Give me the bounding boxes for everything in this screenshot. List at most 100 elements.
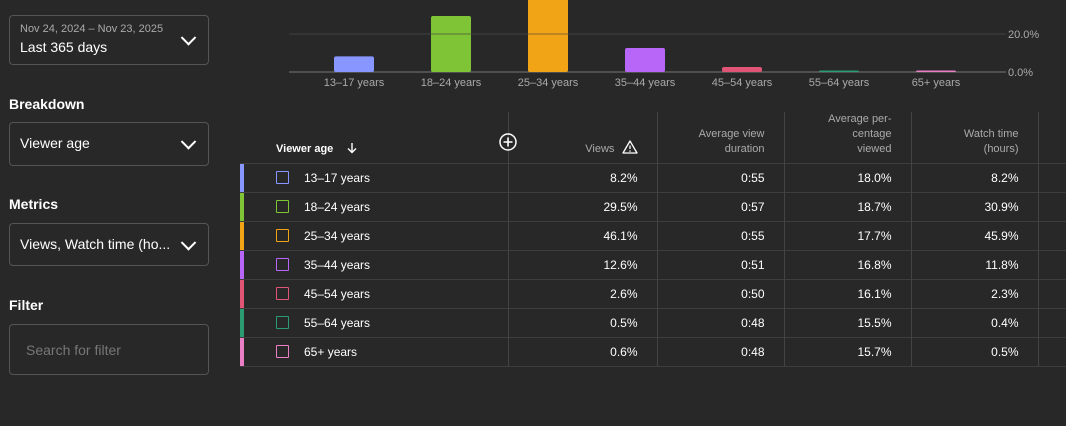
row-checkbox[interactable] bbox=[276, 258, 289, 271]
age-table: Viewer age Views Average view duration bbox=[240, 112, 1066, 367]
avg-view-duration-cell: 0:50 bbox=[656, 279, 784, 309]
bar[interactable] bbox=[528, 0, 568, 72]
warning-icon[interactable] bbox=[621, 140, 638, 154]
sidebar: Nov 24, 2024 – Nov 23, 2025 Last 365 day… bbox=[0, 0, 240, 426]
chevron-down-icon bbox=[180, 134, 197, 150]
table-row[interactable]: 45–54 years 2.6% 0:50 16.1% 2.3% bbox=[240, 279, 1066, 309]
series-color-stripe bbox=[240, 193, 244, 221]
age-label: 65+ years bbox=[304, 345, 358, 359]
y-tick-label: 0.0% bbox=[1008, 67, 1033, 79]
watch-time-cell: 45.9% bbox=[910, 221, 1038, 251]
date-range-dropdown[interactable]: Nov 24, 2024 – Nov 23, 2025 Last 365 day… bbox=[9, 15, 209, 65]
col-header-age[interactable]: Viewer age bbox=[240, 112, 508, 164]
table-row[interactable]: 55–64 years 0.5% 0:48 15.5% 0.4% bbox=[240, 308, 1066, 338]
table-row[interactable]: 65+ years 0.6% 0:48 15.7% 0.5% bbox=[240, 337, 1066, 367]
row-checkbox[interactable] bbox=[276, 345, 289, 358]
chevron-down-icon bbox=[180, 234, 197, 251]
views-cell: 46.1% bbox=[507, 221, 657, 251]
avg-view-duration-cell: 0:48 bbox=[656, 337, 784, 367]
col-header-watch-time[interactable]: Watch time (hours) bbox=[910, 112, 1038, 164]
metrics-dropdown[interactable]: Views, Watch time (ho... bbox=[9, 223, 209, 266]
x-tick-label: 13–17 years bbox=[324, 77, 385, 89]
row-checkbox[interactable] bbox=[276, 287, 289, 300]
avg-pct-viewed-cell: 16.8% bbox=[783, 250, 911, 280]
watch-time-cell: 11.8% bbox=[910, 250, 1038, 280]
views-cell: 12.6% bbox=[507, 250, 657, 280]
age-label: 18–24 years bbox=[304, 200, 371, 214]
bar[interactable] bbox=[916, 70, 956, 73]
col-header-views-label: Views bbox=[585, 143, 615, 155]
col-header-avg-pct-viewed[interactable]: Average per- centage viewed bbox=[783, 112, 911, 164]
table-row[interactable]: 35–44 years 12.6% 0:51 16.8% 11.8% bbox=[240, 250, 1066, 280]
col-header-avg-view-duration[interactable]: Average view duration bbox=[656, 112, 784, 164]
age-cell: 18–24 years bbox=[240, 192, 508, 222]
extra-cell bbox=[1037, 192, 1066, 222]
bar[interactable] bbox=[334, 56, 374, 72]
avg-pct-viewed-cell: 16.1% bbox=[783, 279, 911, 309]
series-color-stripe bbox=[240, 338, 244, 366]
filter-input[interactable]: Search for filter bbox=[9, 324, 209, 375]
watch-time-cell: 0.5% bbox=[910, 337, 1038, 367]
avg-pct-viewed-cell: 18.0% bbox=[783, 163, 911, 193]
age-cell: 45–54 years bbox=[240, 279, 508, 309]
age-cell: 25–34 years bbox=[240, 221, 508, 251]
col-header-wt-line1: Watch time bbox=[963, 128, 1019, 140]
bar[interactable] bbox=[431, 15, 471, 72]
x-tick-label: 65+ years bbox=[912, 77, 961, 89]
series-color-stripe bbox=[240, 251, 244, 279]
age-label: 55–64 years bbox=[304, 316, 371, 330]
table-row[interactable]: 25–34 years 46.1% 0:55 17.7% 45.9% bbox=[240, 221, 1066, 251]
extra-cell bbox=[1037, 308, 1066, 338]
series-color-stripe bbox=[240, 309, 244, 337]
age-cell: 13–17 years bbox=[240, 163, 508, 193]
x-tick-label: 35–44 years bbox=[615, 77, 676, 89]
col-header-extra bbox=[1037, 112, 1066, 164]
extra-cell bbox=[1037, 163, 1066, 193]
date-range-selected: Last 365 days bbox=[20, 39, 108, 55]
row-checkbox[interactable] bbox=[276, 229, 289, 242]
col-header-apv-line2: centage bbox=[852, 128, 892, 140]
watch-time-cell: 2.3% bbox=[910, 279, 1038, 309]
x-tick-label: 45–54 years bbox=[712, 77, 773, 89]
avg-view-duration-cell: 0:51 bbox=[656, 250, 784, 280]
bar[interactable] bbox=[819, 70, 859, 73]
avg-view-duration-cell: 0:55 bbox=[656, 163, 784, 193]
table-row[interactable]: 13–17 years 8.2% 0:55 18.0% 8.2% bbox=[240, 163, 1066, 193]
chevron-down-icon bbox=[180, 30, 197, 46]
age-cell: 35–44 years bbox=[240, 250, 508, 280]
col-header-apv-line1: Average per- bbox=[828, 113, 892, 125]
watch-time-cell: 8.2% bbox=[910, 163, 1038, 193]
add-metric-icon[interactable] bbox=[499, 133, 517, 151]
views-cell: 8.2% bbox=[507, 163, 657, 193]
metrics-value: Views, Watch time (ho... bbox=[20, 236, 171, 252]
age-cell: 55–64 years bbox=[240, 308, 508, 338]
row-checkbox[interactable] bbox=[276, 200, 289, 213]
series-color-stripe bbox=[240, 164, 244, 192]
table-row[interactable]: 18–24 years 29.5% 0:57 18.7% 30.9% bbox=[240, 192, 1066, 222]
avg-view-duration-cell: 0:48 bbox=[656, 308, 784, 338]
row-checkbox[interactable] bbox=[276, 316, 289, 329]
x-tick-label: 18–24 years bbox=[421, 77, 482, 89]
age-label: 45–54 years bbox=[304, 287, 371, 301]
col-header-apv-line3: viewed bbox=[857, 143, 892, 155]
date-range-text: Nov 24, 2024 – Nov 23, 2025 bbox=[20, 23, 164, 35]
views-cell: 0.5% bbox=[507, 308, 657, 338]
col-header-views[interactable]: Views bbox=[507, 112, 657, 164]
bar[interactable] bbox=[625, 48, 665, 72]
breakdown-dropdown[interactable]: Viewer age bbox=[9, 122, 209, 166]
avg-pct-viewed-cell: 17.7% bbox=[783, 221, 911, 251]
views-cell: 0.6% bbox=[507, 337, 657, 367]
age-label: 35–44 years bbox=[304, 258, 371, 272]
views-cell: 29.5% bbox=[507, 192, 657, 222]
x-tick-label: 55–64 years bbox=[809, 77, 870, 89]
row-checkbox[interactable] bbox=[276, 171, 289, 184]
bar[interactable] bbox=[722, 67, 762, 72]
extra-cell bbox=[1037, 221, 1066, 251]
breakdown-value: Viewer age bbox=[20, 135, 90, 151]
col-header-avd-line2: duration bbox=[724, 143, 765, 155]
series-color-stripe bbox=[240, 280, 244, 308]
filter-placeholder: Search for filter bbox=[26, 342, 121, 358]
avg-pct-viewed-cell: 15.7% bbox=[783, 337, 911, 367]
age-cell: 65+ years bbox=[240, 337, 508, 367]
extra-cell bbox=[1037, 337, 1066, 367]
